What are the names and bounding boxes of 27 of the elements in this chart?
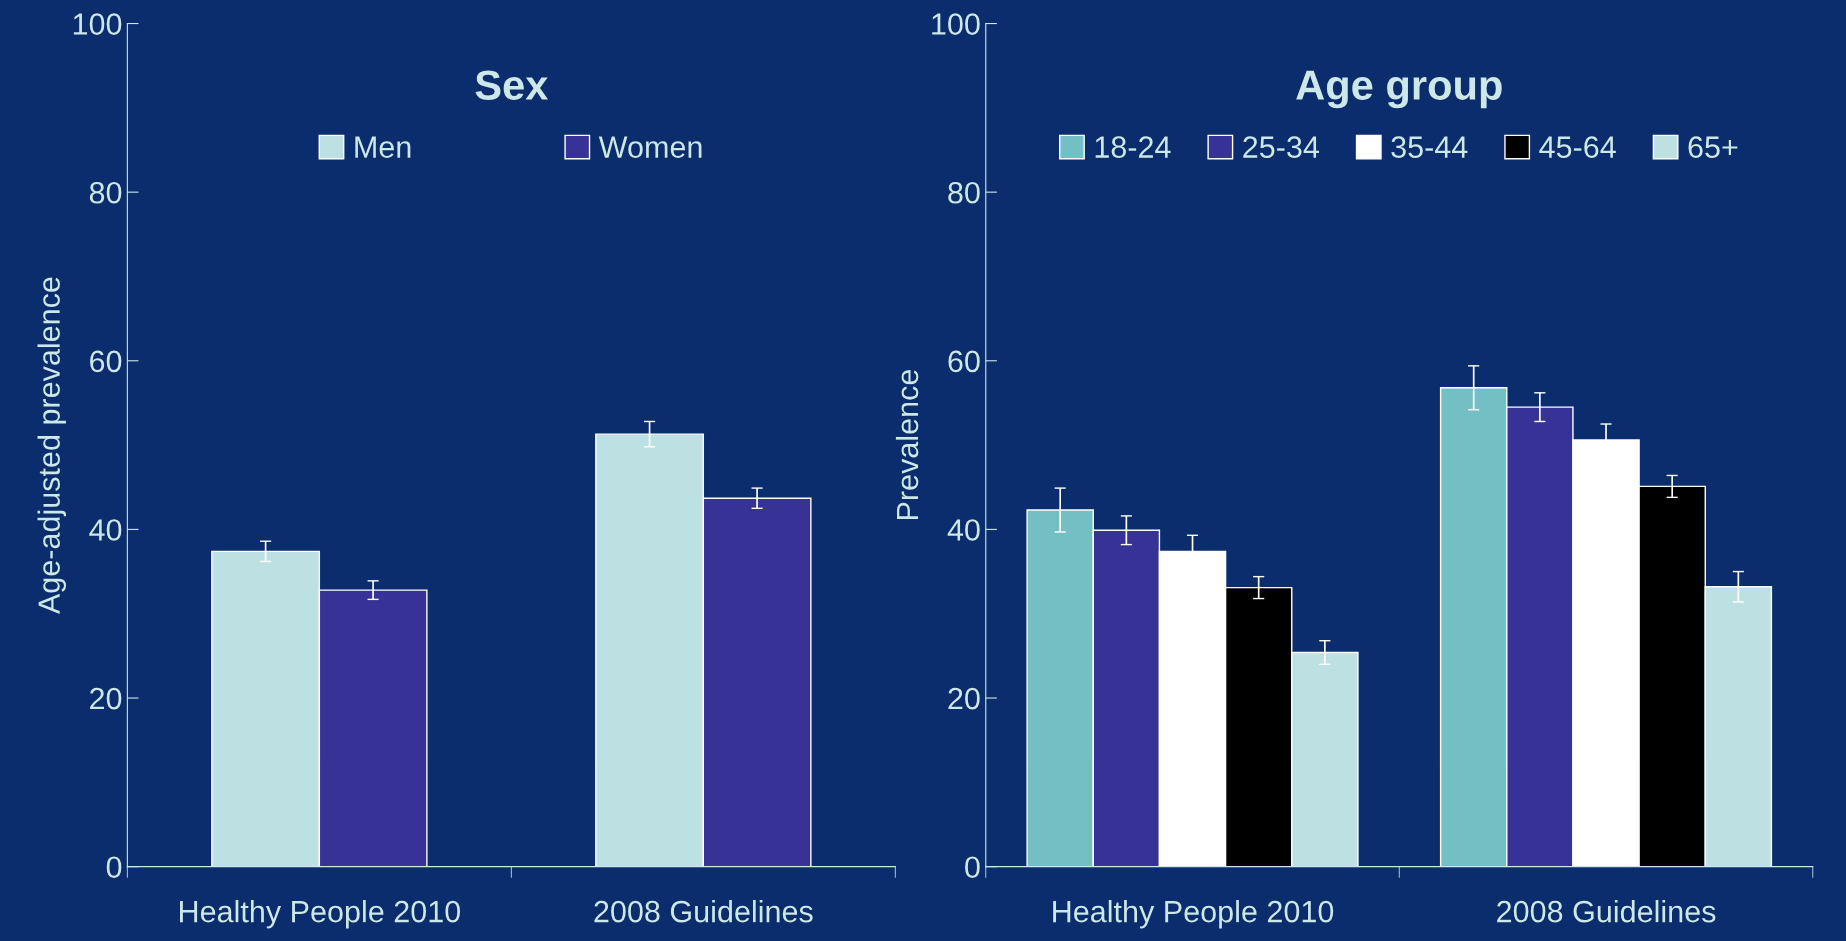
y-tick-label: 20 <box>948 687 980 710</box>
x-tick-label: Healthy People 2010 <box>180 899 461 929</box>
y-axis-title: Prevalence <box>895 370 919 520</box>
y-axis-title: Age-adjusted prevalence <box>37 277 66 615</box>
y-tick-label: 0 <box>965 856 980 879</box>
y-tick-label: 20 <box>90 687 122 710</box>
y-tick-label: 60 <box>948 350 980 373</box>
x-tick-label: 2008 Guidelines <box>594 899 813 923</box>
text: Sex <box>475 70 549 100</box>
y-tick-label: 0 <box>106 856 122 879</box>
x-tick-label: Healthy People 2010 <box>1053 899 1334 929</box>
y-tick-label: 80 <box>948 181 980 204</box>
x-tick-label: 2008 Guidelines <box>1497 899 1716 923</box>
y-tick-label: 60 <box>90 350 122 373</box>
legend-label: 35-44 <box>1391 136 1468 158</box>
text: Age group <box>1296 70 1502 109</box>
legend-label: Men <box>355 136 411 158</box>
legend-label: Women <box>598 136 702 158</box>
y-tick-label: 40 <box>89 519 122 541</box>
y-tick-label: 40 <box>947 519 980 541</box>
legend-label: 25-34 <box>1243 136 1319 158</box>
y-tick-label: 100 <box>932 13 980 35</box>
y-tick-label: 100 <box>73 13 122 35</box>
legend-label: 65+ <box>1688 136 1738 158</box>
y-tick-label: 80 <box>89 181 122 204</box>
legend-label: 45-64 <box>1539 136 1616 158</box>
legend-label: 18-24 <box>1095 136 1171 158</box>
